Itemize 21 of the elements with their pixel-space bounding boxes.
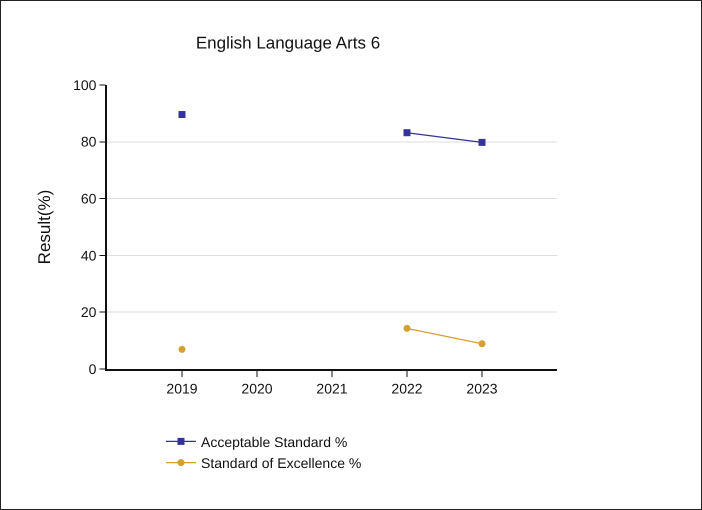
chart-title: English Language Arts 6 [196,33,380,52]
x-tick-label: 2022 [391,380,423,397]
point [478,340,486,348]
point [478,138,486,146]
y-tick-label: 80 [80,134,97,150]
x-tick-label: 2020 [241,380,273,397]
x-tick-label: 2021 [316,380,348,397]
y-tick-label: 60 [80,190,97,206]
y-tick-label: 20 [80,304,97,320]
point [404,129,410,136]
x-tick-label: 2019 [166,380,198,397]
y-tick-label: 0 [88,360,97,377]
x-tick-label: 2023 [466,380,498,397]
point [178,111,186,118]
y-axis-title: Result(%) [35,190,54,264]
point [404,324,410,332]
y-tick-label: 100 [73,76,97,93]
y-tick-label: 40 [80,247,97,264]
legend-label: Standard of Excellence % [201,455,362,472]
legend-label: Acceptable Standard % [201,434,348,450]
point [178,346,186,353]
